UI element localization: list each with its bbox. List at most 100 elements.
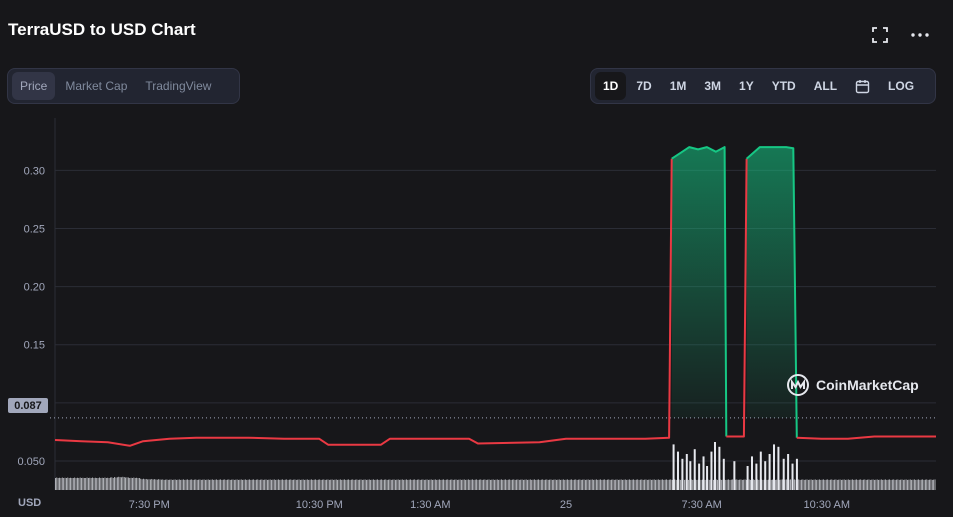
x-tick-label: 25: [560, 499, 572, 511]
volume-bar: [635, 479, 637, 490]
coinmarketcap-watermark: CoinMarketCap: [786, 373, 919, 397]
chart-grid: [50, 118, 936, 490]
volume-bar: [367, 479, 369, 490]
volume-bar: [929, 479, 930, 490]
volume-bar: [403, 479, 405, 490]
volume-bar: [573, 479, 575, 490]
volume-bar: [538, 479, 539, 490]
volume-bar: [934, 479, 936, 490]
volume-bar: [96, 478, 98, 490]
volume-bar: [487, 479, 489, 490]
volume-bar: [289, 479, 290, 490]
volume-bar: [395, 479, 396, 490]
volume-bar: [377, 479, 378, 490]
volume-bar: [305, 479, 307, 490]
volume-bar: [121, 477, 122, 490]
volume-bar: [652, 479, 654, 490]
volume-bar: [265, 479, 267, 490]
volume-bar: [221, 479, 223, 490]
volume-bar: [361, 479, 363, 490]
volume-bar: [418, 479, 420, 490]
calendar-icon[interactable]: [847, 72, 878, 100]
volume-bar: [578, 479, 579, 490]
tab-3m[interactable]: 3M: [704, 79, 722, 93]
volume-bar: [422, 479, 424, 490]
volume-bar: [832, 479, 834, 490]
volume-bar: [478, 479, 480, 490]
more-icon[interactable]: [911, 26, 929, 44]
volume-bar: [275, 479, 277, 490]
volume-bar: [371, 479, 373, 490]
volume-bar: [729, 479, 731, 490]
volume-bar: [676, 451, 679, 490]
volume-bar: [513, 479, 515, 490]
y-tick-label: 0.30: [24, 165, 45, 177]
volume-bar: [145, 478, 147, 490]
volume-bar: [264, 479, 266, 490]
volume-bar: [875, 479, 877, 490]
volume-bar: [600, 479, 601, 490]
volume-bar: [758, 479, 760, 490]
volume-bar: [222, 479, 224, 490]
volume-bar: [125, 477, 126, 490]
volume-bar: [494, 479, 495, 490]
volume-bar: [609, 479, 611, 490]
volume-bar: [429, 479, 431, 490]
volume-bar: [645, 479, 647, 490]
volume-bar: [897, 479, 899, 490]
volume-bar: [467, 479, 469, 490]
volume-bar: [342, 479, 344, 490]
volume-bar: [867, 479, 868, 490]
volume-bar: [276, 479, 278, 490]
volume-bar: [872, 479, 874, 490]
volume-bar: [231, 479, 232, 490]
volume-bar: [666, 479, 667, 490]
volume-bar: [871, 479, 873, 490]
tab-1d[interactable]: 1D: [595, 72, 627, 100]
volume-bar: [605, 479, 607, 490]
volume-bar: [255, 479, 257, 490]
volume-bar: [768, 479, 769, 490]
volume-bar: [931, 479, 933, 490]
volume-bar: [459, 479, 461, 490]
tab-market-cap[interactable]: Market Cap: [65, 79, 128, 93]
volume-bar: [75, 478, 77, 490]
volume-bar: [562, 479, 564, 490]
volume-bar: [602, 479, 604, 490]
volume-bar: [199, 479, 201, 490]
volume-bar: [419, 479, 421, 490]
volume-bar: [317, 479, 319, 490]
tab-1y[interactable]: 1Y: [739, 79, 754, 93]
volume-bar: [495, 479, 497, 490]
tab-ytd[interactable]: YTD: [771, 79, 796, 93]
volume-bar: [426, 479, 428, 490]
volume-bar: [741, 479, 743, 490]
volume-bar: [414, 479, 416, 490]
volume-bar: [607, 479, 608, 490]
x-tick-label: 10:30 AM: [804, 499, 850, 511]
volume-bar: [319, 479, 321, 490]
tab-tradingview[interactable]: TradingView: [145, 79, 212, 93]
tab-7d[interactable]: 7D: [636, 79, 652, 93]
volume-bar: [688, 479, 690, 490]
volume-bar: [476, 479, 478, 490]
volume-bar: [926, 479, 928, 490]
volume-bar: [807, 479, 809, 490]
price-line-down: [54, 158, 673, 447]
tab-price[interactable]: Price: [12, 72, 56, 100]
fullscreen-icon[interactable]: [871, 26, 889, 44]
volume-bar: [663, 479, 665, 490]
volume-bar: [163, 479, 165, 490]
volume-bar: [909, 479, 911, 490]
volume-bar: [381, 479, 383, 490]
tab-1m[interactable]: 1M: [669, 79, 687, 93]
volume-bar: [874, 479, 875, 490]
volume-bar: [821, 479, 823, 490]
volume-bar: [616, 479, 618, 490]
tab-all[interactable]: ALL: [813, 79, 838, 93]
volume-bar: [540, 479, 542, 490]
volume-bar: [483, 479, 484, 490]
volume-bar: [411, 479, 413, 490]
tab-log[interactable]: LOG: [888, 79, 915, 93]
